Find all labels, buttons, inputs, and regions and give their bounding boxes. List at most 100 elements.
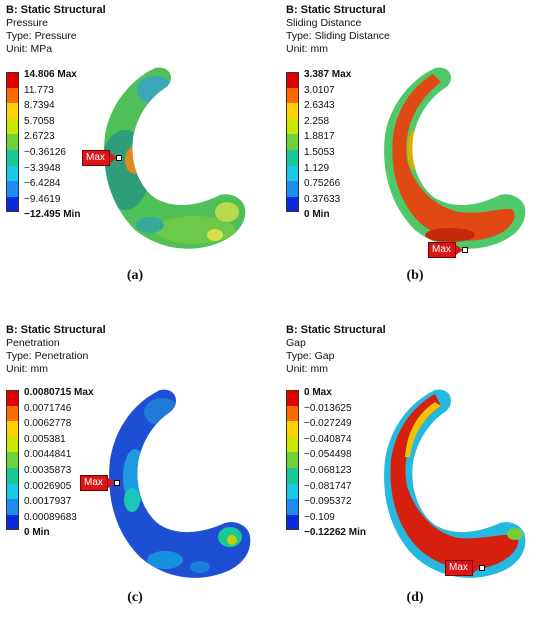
- legend-swatch: [6, 390, 19, 406]
- legend-min-value: 0 Min: [24, 527, 50, 539]
- legend-swatch: [286, 165, 299, 182]
- max-marker: Max: [80, 475, 115, 491]
- legend-swatch: [6, 467, 19, 484]
- legend-swatch: [6, 134, 19, 150]
- header-type: Type: Pressure: [6, 30, 77, 42]
- legend-value: 3.0107: [304, 84, 335, 96]
- panel-caption: (c): [127, 590, 143, 605]
- header-title: B: Static Structural: [286, 4, 386, 16]
- contour-model-penetration: [109, 389, 251, 578]
- legend-value: 0.37633: [304, 193, 341, 205]
- legend-ticks: 0.0080715 Max 0.0071746 0.0062778 0.0053…: [24, 385, 94, 541]
- legend-swatch: [6, 499, 19, 515]
- legend-max-value: 0 Max: [304, 387, 332, 398]
- legend-swatch: [6, 483, 19, 500]
- max-marker-dot: [462, 247, 468, 253]
- legend-max-value: 0.0080715 Max: [24, 387, 94, 398]
- legend-swatch: [286, 421, 299, 437]
- legend-swatch: [6, 87, 19, 104]
- header-unit: Unit: MPa: [6, 43, 53, 55]
- legend-swatch: [6, 421, 19, 437]
- panel-caption: (a): [126, 268, 144, 283]
- legend-value: −0.054498: [304, 449, 352, 461]
- legend-swatch: [6, 405, 19, 422]
- legend-swatch: [6, 165, 19, 182]
- legend-min-value: 0 Min: [304, 209, 330, 221]
- legend-swatch: [286, 87, 299, 104]
- legend-swatch: [286, 149, 299, 166]
- legend-value: −0.081747: [304, 480, 352, 492]
- legend-swatch: [286, 390, 299, 406]
- panel-gap: B: Static Structural Gap Type: Gap Unit:…: [280, 320, 550, 620]
- contour-model-pressure: [104, 67, 246, 249]
- legend-min-value: −0.12262 Min: [304, 527, 366, 539]
- max-marker-dot: [479, 565, 485, 571]
- legend-swatch: [286, 514, 299, 531]
- legend-swatch: [286, 483, 299, 500]
- header-result-name: Sliding Distance: [286, 17, 362, 29]
- max-marker-dot: [116, 155, 122, 161]
- legend-value: 5.7058: [24, 115, 55, 127]
- legend-swatch: [6, 514, 19, 531]
- legend-swatch: [6, 72, 19, 88]
- legend-value: 0.0026905: [24, 480, 72, 492]
- header-result-name: Gap: [286, 337, 306, 349]
- legend-color-bar: [286, 72, 299, 213]
- legend-min-value: −12.495 Min: [24, 209, 81, 221]
- header-result-name: Pressure: [6, 17, 49, 29]
- legend-max-value: 14.806 Max: [24, 69, 77, 80]
- legend-value: 0.00089683: [24, 511, 77, 523]
- result-header: B: Static Structural Gap Type: Gap Unit:…: [286, 324, 386, 376]
- legend-swatch: [6, 436, 19, 453]
- legend-value: −0.36126: [24, 146, 66, 158]
- legend-swatch: [6, 118, 19, 135]
- legend-value: −0.068123: [304, 464, 352, 476]
- legend-color-bar: [6, 72, 19, 213]
- legend-swatch: [286, 499, 299, 515]
- panel-caption: (d): [406, 590, 424, 605]
- max-marker: Max: [445, 560, 480, 576]
- header-result-name: Penetration: [6, 337, 60, 349]
- max-marker: Max: [82, 150, 117, 166]
- legend-value: 1.5053: [304, 146, 335, 158]
- legend-swatch: [286, 467, 299, 484]
- header-type: Type: Sliding Distance: [286, 30, 390, 42]
- legend-swatch: [286, 196, 299, 213]
- legend-color-bar: [286, 390, 299, 531]
- result-header: B: Static Structural Penetration Type: P…: [6, 324, 106, 376]
- legend-swatch: [6, 103, 19, 119]
- legend-value: −0.109: [304, 511, 335, 523]
- legend-swatch: [286, 405, 299, 422]
- contour-model-gap: [384, 389, 526, 578]
- legend-value: 1.129: [304, 162, 330, 174]
- legend-swatch: [286, 134, 299, 150]
- header-title: B: Static Structural: [6, 4, 106, 16]
- legend-value: 0.005381: [24, 433, 66, 445]
- legend-value: −0.013625: [304, 402, 352, 414]
- max-marker: Max: [428, 242, 463, 258]
- legend-swatch: [286, 72, 299, 88]
- legend-swatch: [286, 118, 299, 135]
- legend-ticks: 14.806 Max 11.773 8.7394 5.7058 2.6723 −…: [24, 67, 80, 223]
- legend-value: 1.8817: [304, 131, 335, 143]
- legend-swatch: [6, 149, 19, 166]
- header-type: Type: Gap: [286, 350, 335, 362]
- result-header: B: Static Structural Pressure Type: Pres…: [6, 4, 106, 56]
- legend-value: 0.0017937: [24, 496, 72, 508]
- legend-value: 11.773: [24, 84, 54, 96]
- legend-ticks: 0 Max −0.013625 −0.027249 −0.040874 −0.0…: [304, 385, 366, 541]
- panel-sliding-distance: B: Static Structural Sliding Distance Ty…: [280, 0, 550, 300]
- legend-value: −0.095372: [304, 496, 352, 508]
- legend-value: 0.0044841: [24, 449, 72, 461]
- legend-value: 0.0035873: [24, 464, 72, 476]
- legend-swatch: [286, 103, 299, 119]
- legend-value: 0.0071746: [24, 402, 72, 414]
- legend-value: 0.0062778: [24, 418, 72, 430]
- legend-ticks: 3.387 Max 3.0107 2.6343 2.258 1.8817 1.5…: [304, 67, 351, 223]
- legend-value: 2.258: [304, 115, 330, 127]
- panel-pressure: B: Static Structural Pressure Type: Pres…: [0, 0, 270, 300]
- legend-value: −3.3948: [24, 162, 61, 174]
- contour-model-sliding-distance: [384, 67, 526, 249]
- header-unit: Unit: mm: [286, 43, 328, 55]
- max-marker-dot: [114, 480, 120, 486]
